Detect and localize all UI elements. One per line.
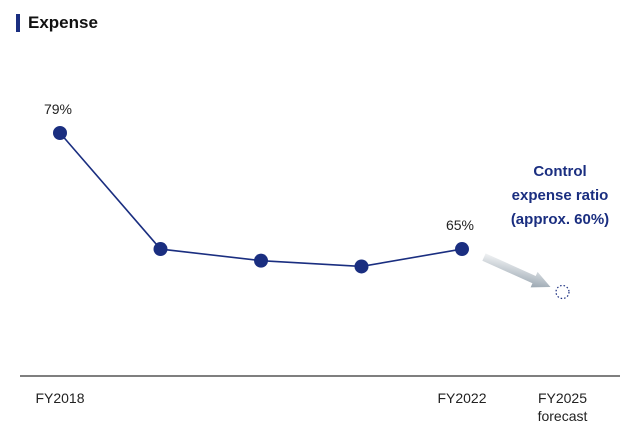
- data-point: [53, 126, 67, 140]
- x-tick-label: FY2022: [437, 390, 486, 406]
- data-point: [153, 242, 168, 257]
- data-label: 79%: [44, 101, 72, 117]
- annotation-line: Control: [533, 163, 586, 180]
- forecast-arrow: [482, 253, 551, 288]
- title-accent-bar: [16, 14, 20, 32]
- data-point: [254, 253, 268, 268]
- data-point: [354, 259, 369, 274]
- x-tick-label: FY2018: [35, 390, 84, 406]
- forecast-arrow-shape: [482, 253, 551, 288]
- annotation-line: (approx. 60%): [511, 211, 609, 228]
- chart-title: Expense: [28, 13, 98, 32]
- x-tick-label: FY2025: [538, 390, 587, 406]
- x-tick-sublabel: forecast: [538, 408, 588, 424]
- chart-title-wrap: Expense: [16, 12, 98, 34]
- annotation-line: expense ratio: [512, 187, 609, 204]
- forecast-point: [555, 284, 570, 300]
- series-line: [59, 132, 463, 268]
- data-point: [455, 242, 469, 257]
- data-label: 65%: [446, 217, 474, 233]
